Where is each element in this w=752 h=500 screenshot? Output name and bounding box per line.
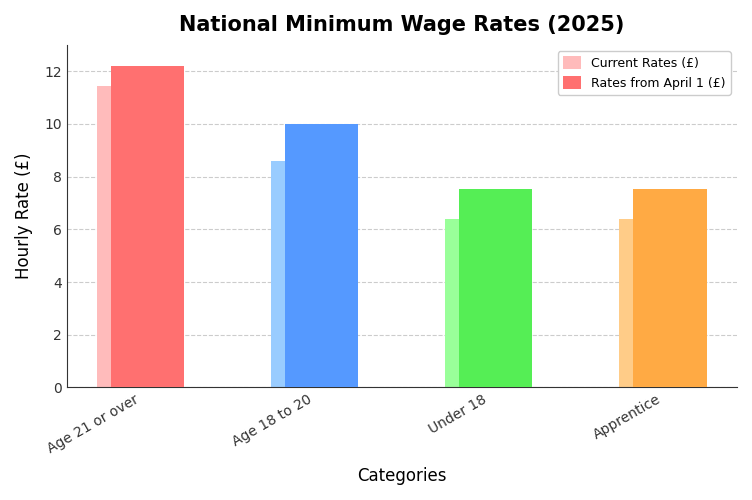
Bar	[633, 188, 707, 388]
Bar	[97, 86, 170, 388]
Bar	[271, 161, 344, 388]
Bar	[111, 66, 184, 388]
Bar	[445, 219, 518, 388]
Bar	[459, 188, 532, 388]
Bar	[620, 219, 693, 388]
Bar	[285, 124, 358, 388]
Title: National Minimum Wage Rates (2025): National Minimum Wage Rates (2025)	[179, 15, 624, 35]
Legend: Current Rates (£), Rates from April 1 (£): Current Rates (£), Rates from April 1 (£…	[557, 51, 731, 94]
Y-axis label: Hourly Rate (£): Hourly Rate (£)	[15, 153, 33, 280]
X-axis label: Categories: Categories	[357, 467, 447, 485]
